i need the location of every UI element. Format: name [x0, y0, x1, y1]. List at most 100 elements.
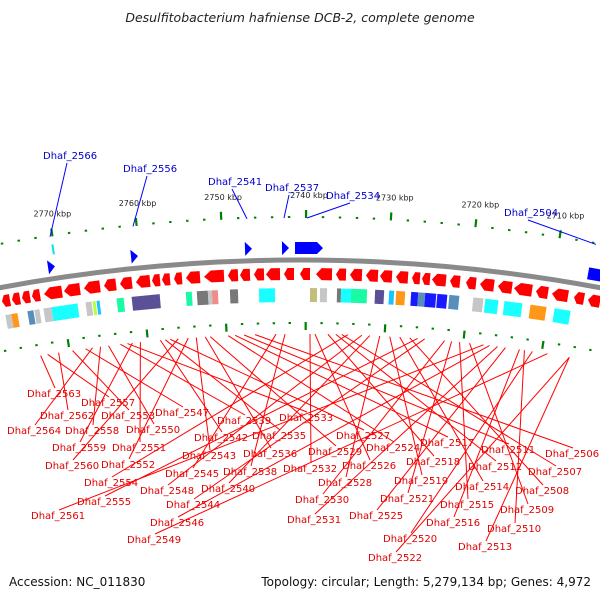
reverse-gene-label[interactable]: Dhaf_2529: [308, 447, 362, 458]
reverse-gene-label[interactable]: Dhaf_2507: [528, 467, 582, 478]
reverse-gene-label[interactable]: Dhaf_2514: [455, 482, 509, 493]
reverse-gene-label[interactable]: Dhaf_2528: [318, 478, 372, 489]
reverse-gene-label[interactable]: Dhaf_2539: [217, 416, 271, 427]
reverse-gene-arrow[interactable]: [22, 290, 31, 304]
reverse-gene-label[interactable]: Dhaf_2516: [426, 518, 480, 529]
reverse-gene-arrow[interactable]: [162, 273, 171, 286]
reverse-gene-label[interactable]: Dhaf_2559: [52, 443, 106, 454]
reverse-gene-arrow[interactable]: [300, 268, 311, 281]
forward-gene-arrow[interactable]: [130, 249, 138, 264]
reverse-gene-label[interactable]: Dhaf_2562: [40, 411, 94, 422]
reverse-gene-arrow[interactable]: [84, 280, 101, 294]
reverse-gene-label[interactable]: Dhaf_2538: [223, 467, 277, 478]
reverse-gene-label[interactable]: Dhaf_2509: [500, 505, 554, 516]
reverse-gene-label[interactable]: Dhaf_2561: [31, 511, 85, 522]
reverse-gene-arrow[interactable]: [336, 268, 347, 281]
reverse-gene-arrow[interactable]: [588, 294, 600, 308]
reverse-gene-label[interactable]: Dhaf_2513: [458, 542, 512, 553]
forward-gene-label[interactable]: Dhaf_2541: [208, 177, 262, 188]
reverse-gene-arrow[interactable]: [466, 276, 477, 290]
reverse-gene-label[interactable]: Dhaf_2545: [165, 469, 219, 480]
reverse-gene-arrow[interactable]: [316, 268, 333, 281]
reverse-gene-arrow[interactable]: [186, 271, 201, 284]
reverse-gene-label[interactable]: Dhaf_2525: [349, 511, 403, 522]
reverse-gene-arrow[interactable]: [32, 288, 41, 302]
reverse-gene-label[interactable]: Dhaf_2555: [77, 497, 131, 508]
reverse-gene-label[interactable]: Dhaf_2510: [487, 524, 541, 535]
reverse-gene-label[interactable]: Dhaf_2532: [283, 464, 337, 475]
forward-gene-arrow[interactable]: [294, 241, 323, 255]
reverse-gene-label[interactable]: Dhaf_2526: [342, 461, 396, 472]
reverse-gene-label[interactable]: Dhaf_2542: [194, 433, 248, 444]
reverse-gene-arrow[interactable]: [366, 269, 379, 282]
forward-gene-arrow[interactable]: [244, 241, 252, 256]
forward-gene-label[interactable]: Dhaf_2537: [265, 183, 319, 194]
reverse-gene-arrow[interactable]: [44, 285, 63, 300]
reverse-gene-label[interactable]: Dhaf_2536: [243, 449, 297, 460]
reverse-gene-arrow[interactable]: [266, 268, 281, 281]
reverse-gene-label[interactable]: Dhaf_2535: [252, 431, 306, 442]
reverse-gene-label[interactable]: Dhaf_2519: [394, 476, 448, 487]
reverse-gene-arrow[interactable]: [498, 280, 513, 294]
reverse-gene-arrow[interactable]: [136, 274, 151, 288]
reverse-gene-arrow[interactable]: [228, 269, 239, 282]
reverse-gene-label[interactable]: Dhaf_2552: [101, 460, 155, 471]
reverse-gene-label[interactable]: Dhaf_2522: [368, 553, 422, 564]
reverse-gene-arrow[interactable]: [254, 268, 265, 281]
reverse-gene-label[interactable]: Dhaf_2549: [127, 535, 181, 546]
reverse-gene-arrow[interactable]: [412, 272, 421, 285]
reverse-gene-arrow[interactable]: [64, 283, 81, 297]
forward-gene-label[interactable]: Dhaf_2566: [43, 151, 97, 162]
forward-gene-arrow[interactable]: [46, 259, 56, 275]
reverse-gene-label[interactable]: Dhaf_2518: [406, 457, 460, 468]
reverse-gene-arrow[interactable]: [450, 275, 461, 288]
reverse-gene-label[interactable]: Dhaf_2515: [440, 500, 494, 511]
reverse-gene-arrow[interactable]: [480, 278, 495, 292]
reverse-gene-label[interactable]: Dhaf_2557: [81, 398, 135, 409]
reverse-gene-label[interactable]: Dhaf_2543: [182, 451, 236, 462]
reverse-gene-arrow[interactable]: [240, 268, 251, 281]
forward-gene-arrow[interactable]: [281, 241, 289, 256]
reverse-gene-label[interactable]: Dhaf_2533: [279, 413, 333, 424]
reverse-gene-label[interactable]: Dhaf_2520: [383, 534, 437, 545]
forward-gene-label[interactable]: Dhaf_2534: [326, 191, 380, 202]
reverse-gene-arrow[interactable]: [536, 285, 549, 299]
reverse-gene-arrow[interactable]: [552, 288, 569, 303]
reverse-gene-label[interactable]: Dhaf_2521: [380, 494, 434, 505]
reverse-gene-label[interactable]: Dhaf_2548: [140, 486, 194, 497]
reverse-gene-arrow[interactable]: [284, 268, 295, 281]
reverse-gene-arrow[interactable]: [204, 269, 225, 283]
reverse-gene-arrow[interactable]: [104, 278, 117, 292]
reverse-gene-label[interactable]: Dhaf_2550: [126, 425, 180, 436]
reverse-gene-arrow[interactable]: [432, 273, 447, 287]
reverse-gene-arrow[interactable]: [380, 270, 393, 283]
reverse-gene-label[interactable]: Dhaf_2544: [166, 500, 220, 511]
reverse-gene-arrow[interactable]: [396, 271, 409, 284]
reverse-gene-arrow[interactable]: [422, 272, 431, 286]
reverse-gene-label[interactable]: Dhaf_2508: [515, 486, 569, 497]
reverse-gene-label[interactable]: Dhaf_2560: [45, 461, 99, 472]
reverse-gene-label[interactable]: Dhaf_2527: [336, 431, 390, 442]
reverse-gene-arrow[interactable]: [174, 272, 183, 285]
reverse-gene-arrow[interactable]: [120, 276, 133, 290]
reverse-gene-label[interactable]: Dhaf_2506: [545, 449, 599, 460]
reverse-gene-arrow[interactable]: [514, 283, 533, 297]
reverse-gene-label[interactable]: Dhaf_2553: [101, 411, 155, 422]
reverse-gene-label[interactable]: Dhaf_2547: [155, 408, 209, 419]
reverse-gene-label[interactable]: Dhaf_2531: [287, 515, 341, 526]
reverse-gene-arrow[interactable]: [152, 274, 161, 287]
reverse-gene-label[interactable]: Dhaf_2530: [295, 495, 349, 506]
reverse-gene-arrow[interactable]: [12, 292, 22, 306]
forward-gene-label[interactable]: Dhaf_2556: [123, 164, 177, 175]
reverse-gene-label[interactable]: Dhaf_2551: [112, 443, 166, 454]
reverse-gene-arrow[interactable]: [2, 294, 12, 307]
reverse-gene-label[interactable]: Dhaf_2517: [420, 438, 474, 449]
reverse-gene-arrow[interactable]: [574, 291, 586, 305]
reverse-gene-label[interactable]: Dhaf_2524: [366, 443, 420, 454]
reverse-gene-label[interactable]: Dhaf_2563: [27, 389, 81, 400]
reverse-gene-label[interactable]: Dhaf_2558: [65, 426, 119, 437]
forward-gene-arrow[interactable]: [587, 267, 600, 282]
reverse-gene-label[interactable]: Dhaf_2564: [7, 426, 61, 437]
forward-gene-label[interactable]: Dhaf_2504: [504, 208, 558, 219]
reverse-gene-label[interactable]: Dhaf_2512: [468, 462, 522, 473]
